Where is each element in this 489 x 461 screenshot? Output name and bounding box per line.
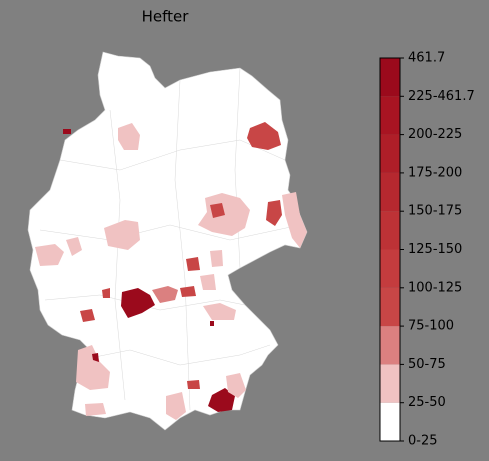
district-region — [118, 123, 140, 150]
colorbar-band — [380, 58, 400, 97]
district-region — [85, 403, 106, 416]
district-region — [104, 220, 140, 250]
colorbar-label: 461.7 — [408, 51, 445, 66]
colorbar-label: 125-150 — [408, 242, 462, 257]
district-region — [102, 288, 110, 298]
colorbar-label: 225-461.7 — [408, 89, 475, 104]
district-region — [187, 380, 200, 389]
district-region — [282, 192, 307, 248]
colorbar-band — [380, 287, 400, 327]
colorbar-band — [380, 326, 400, 365]
district-region — [208, 388, 235, 412]
district-region — [152, 286, 178, 303]
colorbar-label: 75-100 — [408, 319, 454, 334]
colorbar-label: 25-50 — [408, 395, 446, 410]
districts — [35, 122, 307, 420]
district-region — [76, 345, 110, 390]
district-region — [247, 122, 281, 150]
district-region — [203, 303, 236, 320]
colorbar-band — [380, 364, 400, 403]
district-region — [266, 200, 282, 226]
district-region — [63, 129, 71, 134]
colorbar-band — [380, 249, 400, 288]
district-region — [80, 309, 95, 322]
colorbar-label: 175-200 — [408, 165, 462, 180]
colorbar-label: 200-225 — [408, 127, 462, 142]
district-region — [180, 286, 196, 297]
colorbar: 0-25 25-50 50-75 75-100 100-125 125-150 150-17… — [379, 51, 475, 449]
colorbar-label: 0-25 — [408, 434, 438, 449]
district-region — [210, 250, 223, 267]
colorbar-band — [380, 96, 400, 135]
district-region — [166, 392, 186, 420]
germany-map — [27, 51, 308, 431]
country-outline — [27, 51, 308, 431]
colorbar-band — [380, 134, 400, 173]
district-region — [92, 353, 99, 362]
colorbar-label: 50-75 — [408, 357, 446, 372]
district-region — [66, 237, 82, 256]
colorbar-label: 100-125 — [408, 280, 462, 295]
district-region — [186, 257, 200, 271]
colorbar-band — [380, 211, 400, 250]
district-region — [200, 274, 216, 290]
colorbar-label: 150-175 — [408, 204, 462, 219]
district-region — [121, 288, 155, 318]
district-region — [226, 373, 246, 398]
colorbar-band — [380, 172, 400, 212]
district-region — [35, 244, 64, 266]
district-region — [210, 203, 225, 218]
district-region — [210, 321, 214, 326]
map-title: Hefter — [142, 8, 190, 26]
colorbar-band — [380, 402, 400, 441]
